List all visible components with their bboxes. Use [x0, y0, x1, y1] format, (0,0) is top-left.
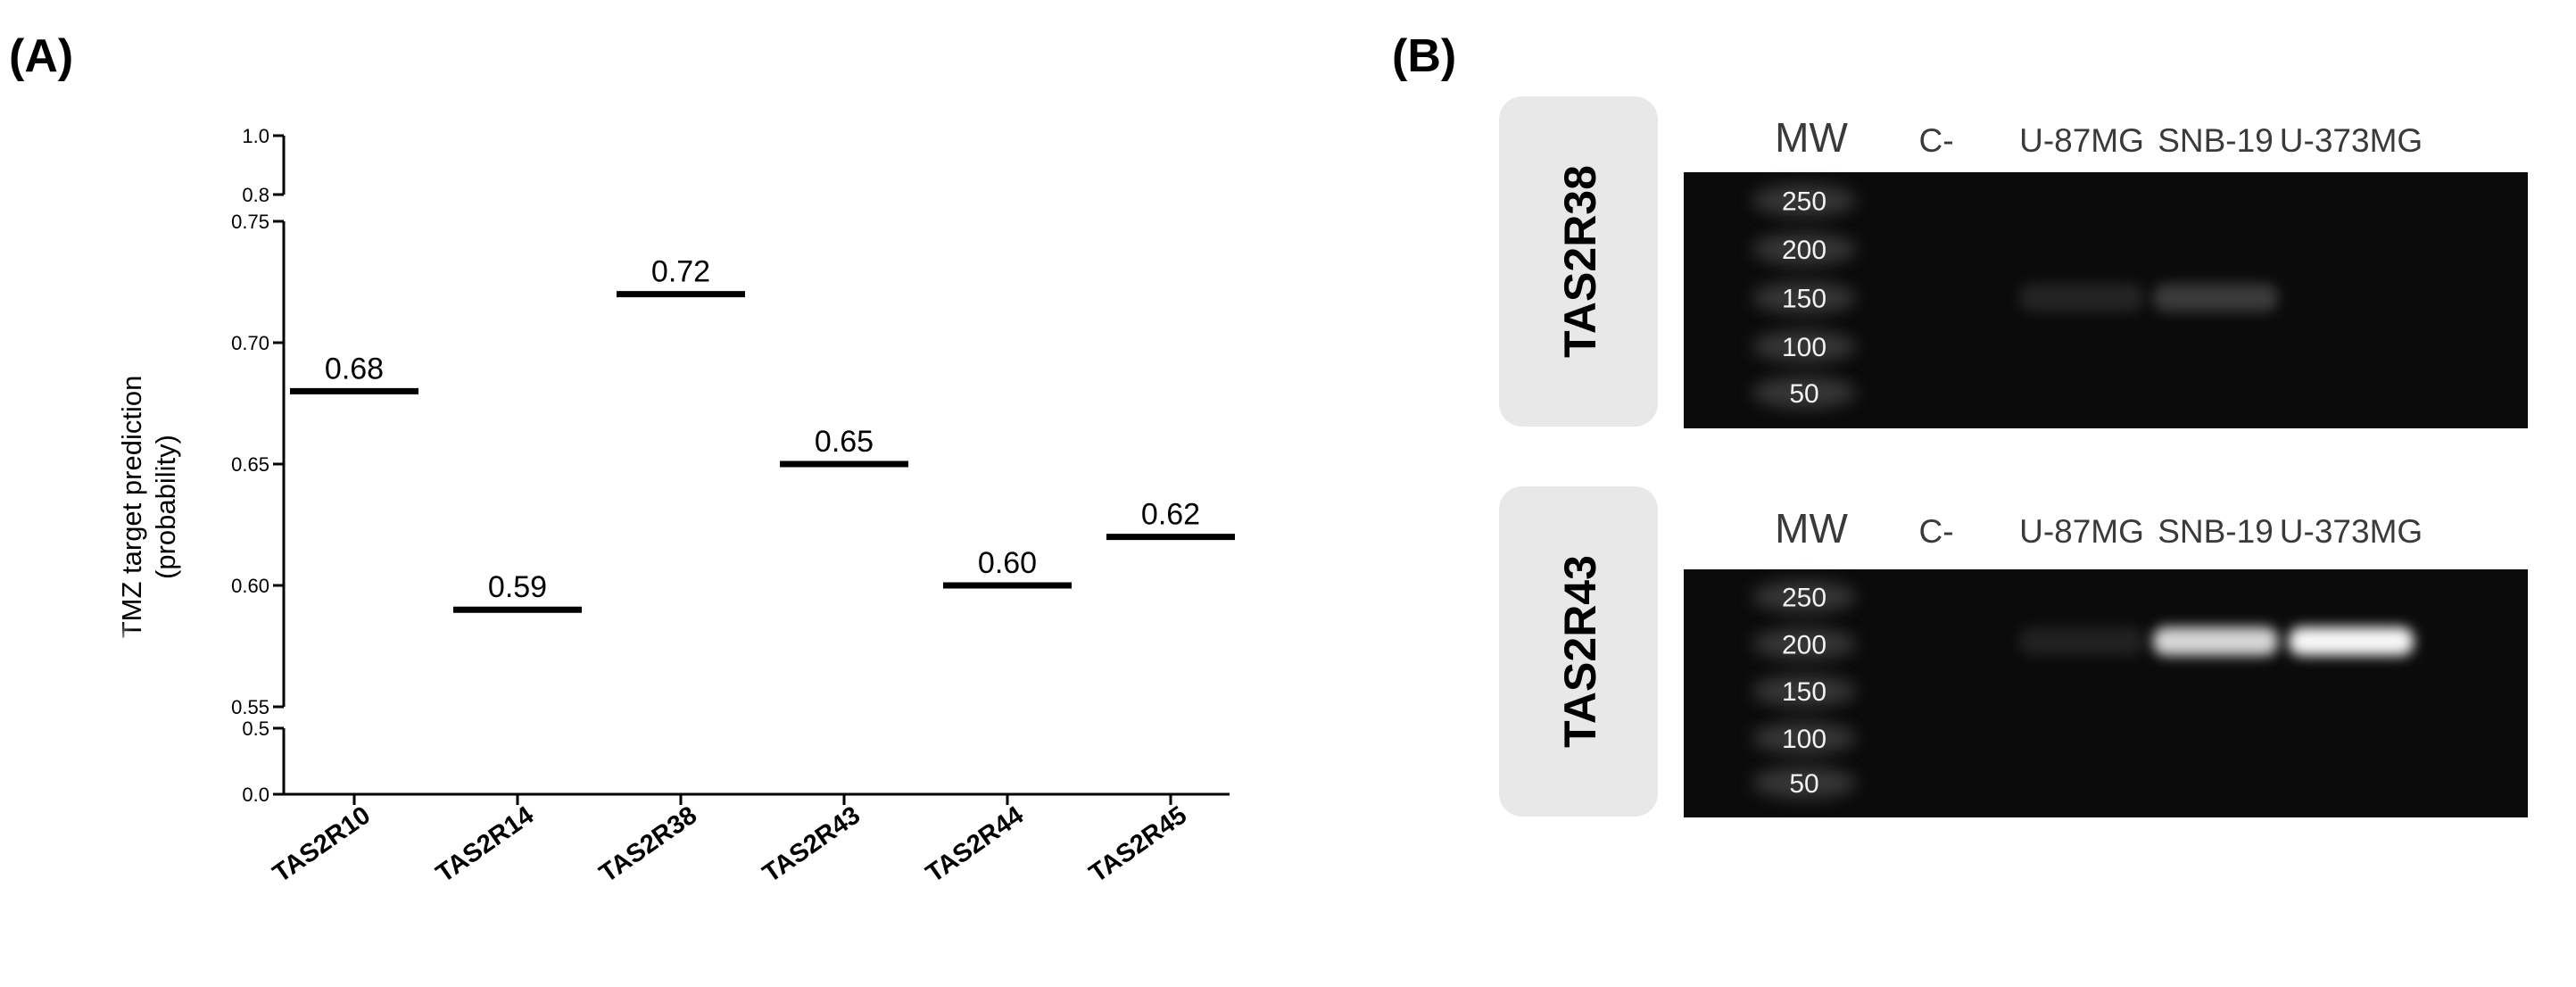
- ladder-label: 100: [1782, 333, 1826, 362]
- ladder-band: [1752, 184, 1856, 217]
- lane-label: SNB-19: [2158, 513, 2274, 550]
- ladder-label: 250: [1782, 187, 1826, 217]
- gel-blot: TAS2R43 MW C- U-87MG SNB-19 U-373MG 250 200 150 1…: [0, 486, 2528, 817]
- ladder-label: 200: [1782, 630, 1826, 659]
- y-tick-label: 1.0: [242, 125, 269, 147]
- lane-label: U-373MG: [2280, 513, 2423, 550]
- ladder-label: 200: [1782, 236, 1826, 265]
- y-tick-label: 0.0: [242, 784, 269, 806]
- ladder-label: 250: [1782, 584, 1826, 613]
- y-tick-label: 0.55: [231, 696, 269, 718]
- ladder-label: 150: [1782, 285, 1826, 314]
- lane-label: MW: [1775, 505, 1848, 552]
- y-tick-label: 0.60: [231, 575, 269, 597]
- ladder-band: [1752, 722, 1856, 755]
- x-category-label: TAS2R38: [594, 801, 702, 889]
- y-tick-label: 0.8: [242, 184, 269, 206]
- data-label: 0.68: [325, 352, 384, 386]
- gene-label: TAS2R43: [1555, 555, 1605, 748]
- lane-label: SNB-19: [2158, 122, 2274, 159]
- gene-label: TAS2R38: [1555, 165, 1605, 358]
- lane-label: C-: [1918, 122, 1953, 159]
- x-axis: [284, 792, 1230, 805]
- sample-band: [0, 626, 125, 656]
- sample-band: [2019, 626, 2144, 656]
- ladder-label: 100: [1782, 725, 1826, 754]
- y-axis-label-line2: (probability): [150, 435, 181, 579]
- lane-label: U-373MG: [2280, 122, 2423, 159]
- y-tick-label: 0.5: [242, 717, 269, 740]
- x-category-label: TAS2R44: [921, 801, 1029, 889]
- panel-b-label: (B): [1392, 30, 1456, 82]
- lane-label: C-: [1918, 513, 1953, 550]
- y-tick-label: 0.65: [231, 453, 269, 476]
- lane-label: MW: [1775, 114, 1848, 161]
- y-axis: 0.0 0.50.55 0.60 0.65 0.70 0.75 0.8 1.0: [231, 125, 286, 806]
- data-label: 0.59: [488, 570, 547, 604]
- sample-band: [2019, 283, 2144, 312]
- y-axis-label-line1: TMZ target prediction: [116, 376, 147, 639]
- sample-band: [2153, 626, 2278, 656]
- ladder-band: [1752, 767, 1856, 800]
- chart-marks: [290, 291, 1235, 613]
- ladder-band: [1752, 580, 1856, 613]
- ladder-label: 50: [1789, 379, 1818, 409]
- ladder-label: 150: [1782, 677, 1826, 707]
- data-label: 0.62: [1141, 498, 1200, 532]
- ladder-band: [1752, 233, 1856, 266]
- gene-label-card: [1499, 486, 1658, 817]
- ladder-band: [1752, 627, 1856, 660]
- ladder-label: 50: [1789, 769, 1818, 799]
- ladder-band: [1752, 376, 1856, 409]
- sample-band: [2153, 283, 2278, 312]
- x-category-label: TAS2R10: [268, 801, 376, 889]
- gene-label-card: [1499, 96, 1658, 427]
- data-labels: 0.68 0.59 0.72 0.65 0.60 0.62: [325, 255, 1200, 605]
- x-category-labels: TAS2R10 TAS2R14 TAS2R38 TAS2R43 TAS2R44 TAS2R…: [268, 801, 1192, 889]
- x-category-label: TAS2R45: [1084, 801, 1192, 889]
- y-tick-label: 0.70: [231, 332, 269, 354]
- data-label: 0.60: [978, 546, 1037, 580]
- data-label: 0.72: [651, 255, 710, 289]
- lane-label: U-87MG: [2019, 122, 2144, 159]
- ladder-band: [1752, 281, 1856, 314]
- x-category-label: TAS2R43: [758, 801, 866, 889]
- gel-blot: TAS2R38 MW C- U-87MG SNB-19 U-373MG 250 200 150 1…: [1499, 96, 2528, 428]
- x-category-label: TAS2R14: [431, 801, 539, 889]
- y-tick-label: 0.75: [231, 211, 269, 233]
- probability-chart: 0.0 0.50.55 0.60 0.65 0.70 0.75 0.8 1.0 0.68 0.5…: [116, 125, 1235, 889]
- ladder-band: [1752, 675, 1856, 708]
- ladder-band: [1752, 330, 1856, 363]
- data-label: 0.65: [815, 425, 874, 459]
- sample-band: [2289, 626, 2414, 656]
- panel-a-label: (A): [9, 30, 73, 82]
- lane-label: U-87MG: [2019, 513, 2144, 550]
